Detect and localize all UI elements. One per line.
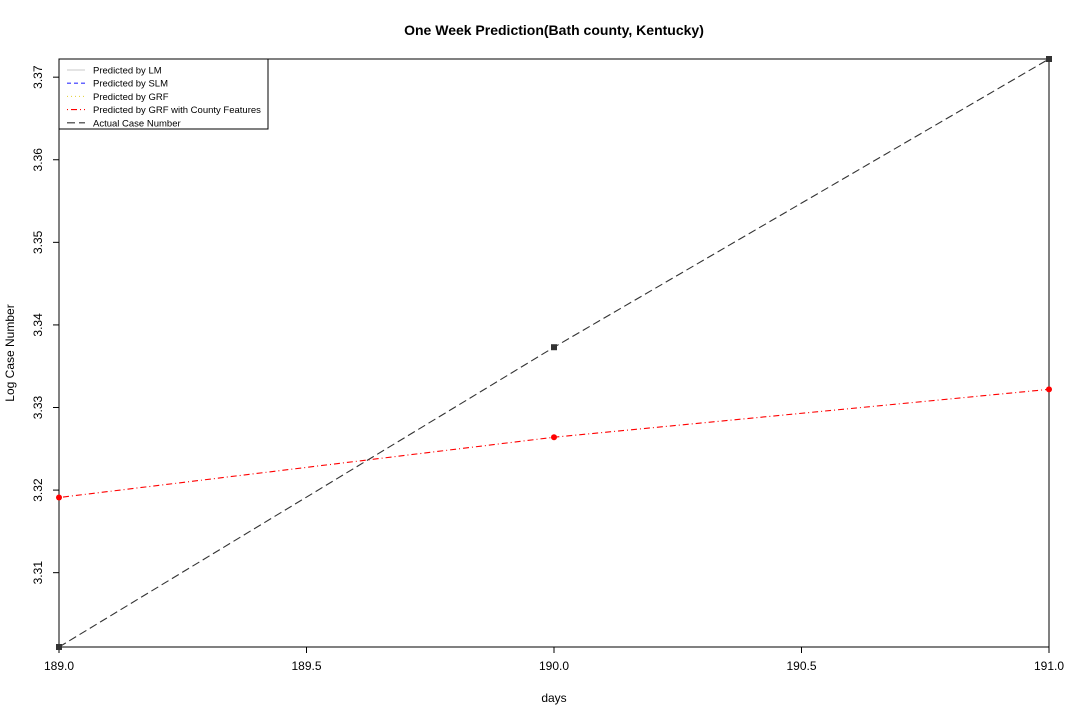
data-point	[551, 434, 557, 441]
y-tick-label: 3.33	[31, 396, 45, 420]
x-tick-label: 189.0	[44, 659, 74, 673]
series-layer	[56, 56, 1052, 650]
y-tick-label: 3.34	[31, 313, 45, 337]
data-point	[56, 644, 62, 650]
legend: Predicted by LM Predicted by SLM Predicted…	[58, 58, 269, 130]
series-line-3	[58, 388, 1050, 499]
legend-label: Actual Case Number	[93, 118, 181, 129]
data-point	[56, 494, 62, 501]
series-line-4	[58, 58, 1050, 648]
x-axis-label: days	[541, 691, 566, 705]
x-tick-label: 190.5	[786, 659, 816, 673]
y-tick-label: 3.37	[31, 65, 45, 89]
legend-label: Predicted by LM	[93, 66, 162, 77]
y-tick-label: 3.32	[31, 478, 45, 502]
x-tick-label: 191.0	[1034, 659, 1064, 673]
x-tick-label: 189.5	[291, 659, 321, 673]
legend-label: Predicted by GRF with County Features	[93, 105, 261, 116]
y-tick-label: 3.31	[31, 561, 45, 585]
y-tick-label: 3.35	[31, 230, 45, 254]
data-point	[551, 344, 557, 351]
y-axis-label: Log Case Number	[3, 304, 17, 401]
chart-title: One Week Prediction(Bath county, Kentuck…	[404, 22, 704, 38]
plot-frame	[58, 58, 1050, 648]
data-point	[1046, 386, 1052, 393]
x-axis: 189.0 189.5 190.0 190.5 191.0	[44, 647, 1064, 673]
legend-label: Predicted by GRF	[93, 92, 169, 103]
legend-box	[58, 58, 269, 130]
data-point	[1046, 56, 1052, 62]
legend-label: Predicted by SLM	[93, 79, 168, 90]
x-tick-label: 190.0	[539, 659, 569, 673]
y-tick-label: 3.36	[31, 148, 45, 172]
y-axis: 3.31 3.32 3.33 3.34 3.35 3.36 3.37	[31, 65, 59, 584]
